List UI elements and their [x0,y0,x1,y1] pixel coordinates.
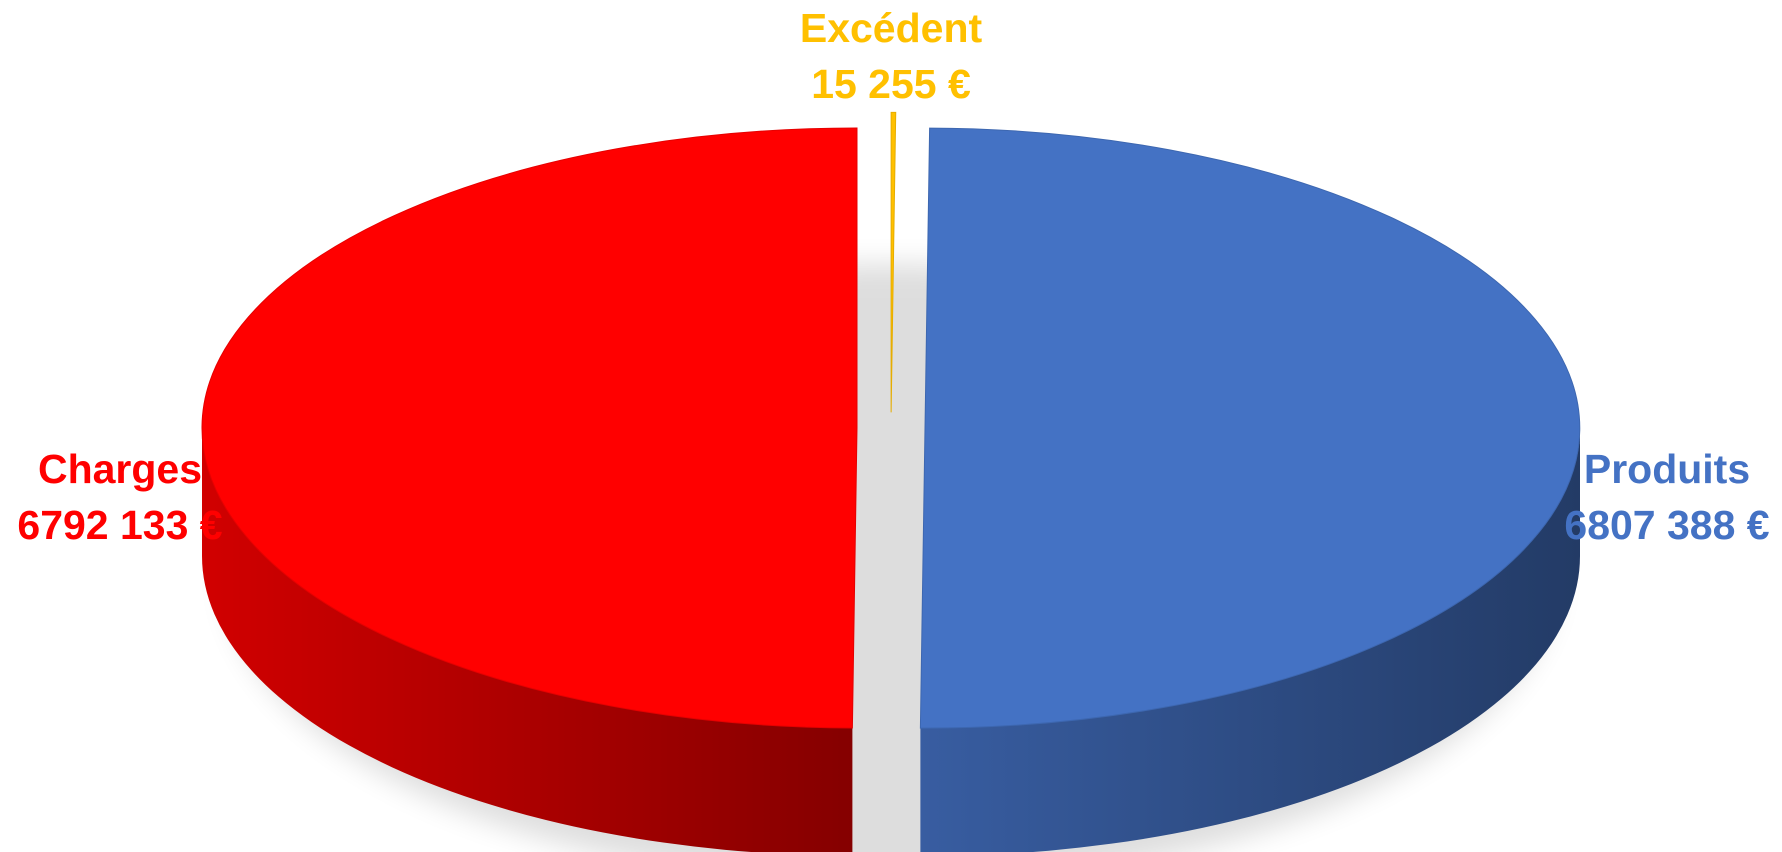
produits-slice-side [920,428,1580,852]
produits-label: Produits 6807 388 € [1564,441,1769,553]
excedent-slice [890,111,897,413]
produits-slice [919,127,1581,729]
charges-label: Charges 6792 133 € [17,441,222,553]
charges-value: 6792 133 € [17,502,223,548]
produits-name: Produits [1583,446,1751,492]
excedent-name: Excédent [799,5,983,51]
charges-slice [201,127,858,729]
excedent-value: 15 255 € [811,61,971,107]
excedent-label: Excédent 15 255 € [800,0,982,112]
produits-value: 6807 388 € [1564,502,1770,548]
charges-slice-side [202,427,853,852]
charges-name: Charges [37,446,203,492]
